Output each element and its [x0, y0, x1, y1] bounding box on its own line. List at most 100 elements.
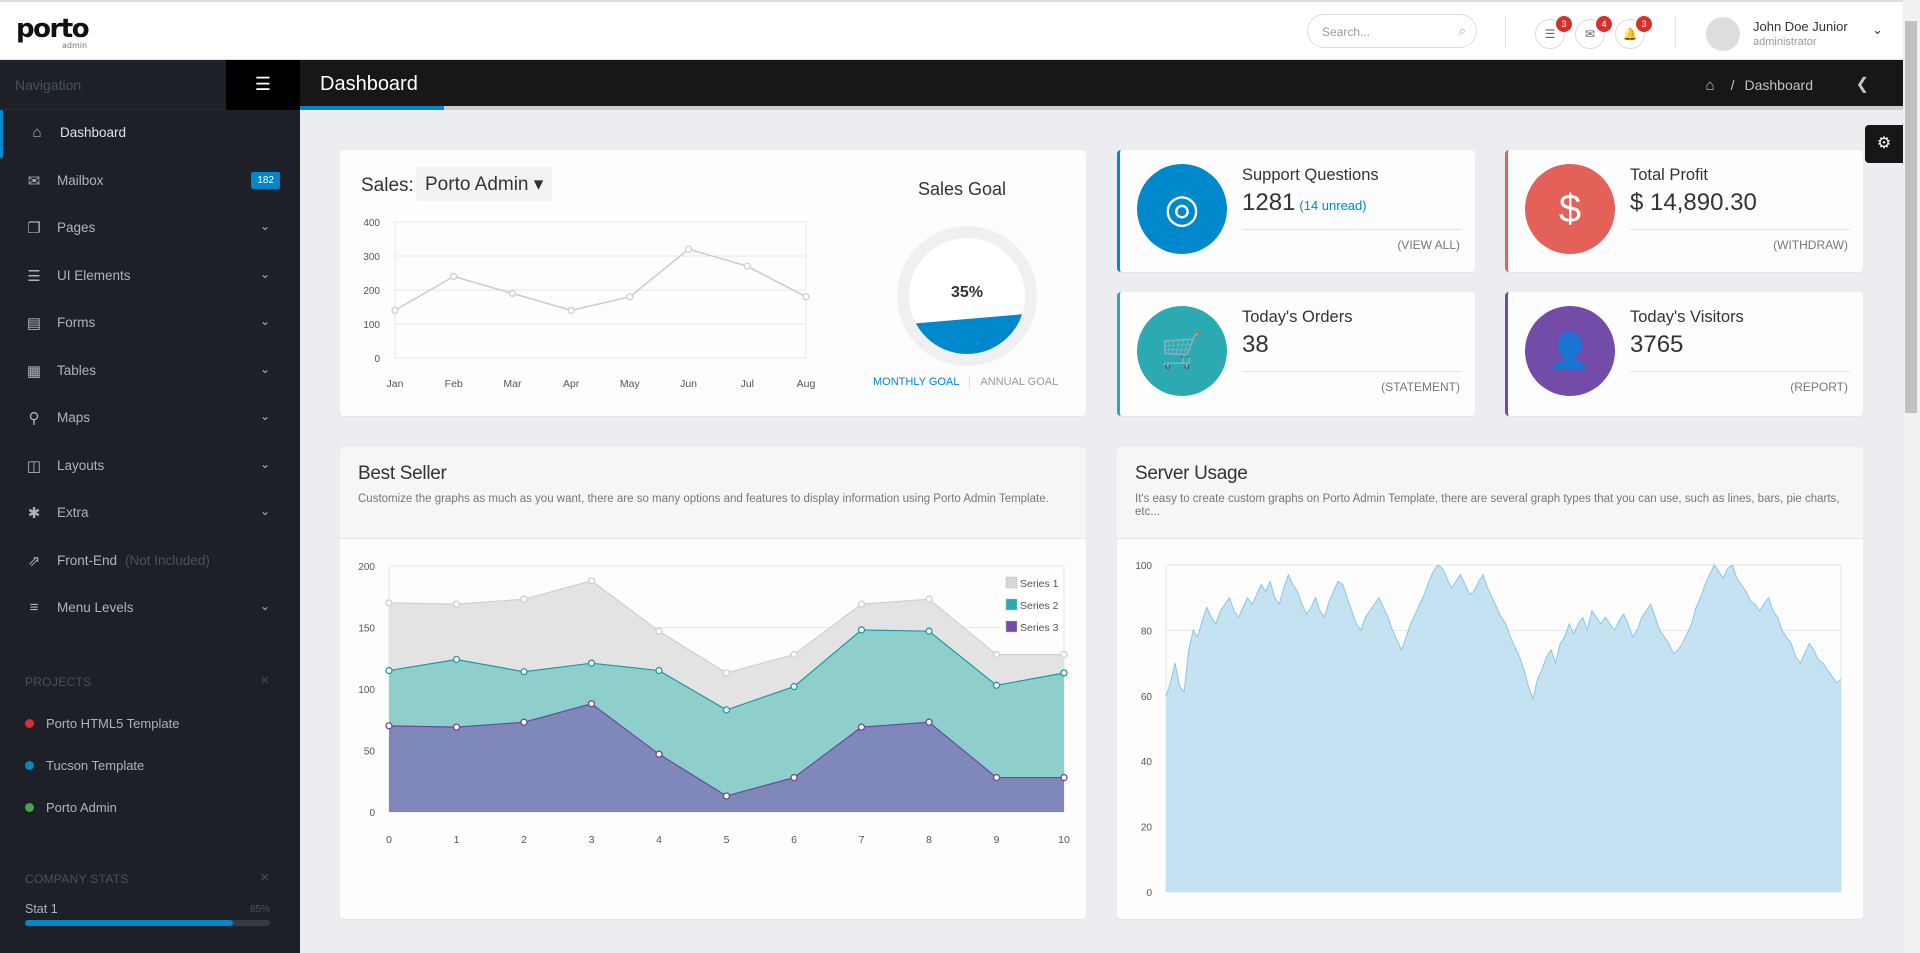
data-point — [790, 682, 798, 691]
sidebar-item-pages[interactable]: ❐ Pages ⌄ — [0, 205, 300, 253]
chevron-left-icon[interactable]: ❮ — [1855, 76, 1869, 93]
view-all-link[interactable]: (VIEW ALL) — [1397, 238, 1460, 252]
gauge-fill — [909, 314, 1025, 354]
series-area — [389, 703, 1064, 812]
series-line — [394, 248, 807, 312]
page-header: Dashboard ⌂ / Dashboard ❮ — [300, 60, 1903, 110]
data-point — [450, 272, 458, 281]
avatar[interactable] — [1706, 17, 1740, 51]
stat-progress-bar — [25, 920, 270, 926]
data-point — [925, 595, 933, 603]
divider — [1242, 229, 1462, 230]
data-point — [655, 627, 663, 635]
sidebar-item-menu-levels[interactable]: ≡ Menu Levels ⌄ — [0, 585, 300, 633]
search-icon[interactable]: ⌕ — [1458, 23, 1466, 38]
data-point — [743, 262, 751, 270]
x-tick-label: Jan — [387, 378, 404, 390]
chevron-down-icon[interactable]: ⌄ — [1872, 22, 1883, 37]
close-icon[interactable]: ✕ — [260, 872, 270, 884]
sidebar-item-maps[interactable]: ⚲ Maps ⌄ — [0, 395, 300, 443]
sidebar-item-layouts[interactable]: ◫ Layouts ⌄ — [0, 443, 300, 491]
table-icon: ▦ — [26, 362, 42, 380]
x-tick-label: 3 — [589, 834, 595, 846]
sidebar-item-label: Layouts — [57, 457, 105, 473]
unread-count[interactable]: (14 unread) — [1299, 198, 1367, 213]
data-point — [722, 706, 731, 714]
envelope-notification-icon[interactable]: ✉ 4 — [1575, 16, 1612, 49]
tab-monthly-goal[interactable]: MONTHLY GOAL — [873, 376, 960, 388]
data-point — [508, 289, 517, 297]
life-ring-icon: ◎ — [1137, 164, 1227, 254]
server-usage-area-chart: 0 20 40 60 80 100 — [1135, 561, 1842, 899]
porto-logo[interactable]: porto admin — [16, 14, 90, 50]
sidebar-item-tables[interactable]: ▦ Tables ⌄ — [0, 348, 300, 396]
search-input[interactable]: Search... ⌕ — [1307, 14, 1477, 48]
project-dot-icon — [25, 719, 34, 728]
project-item[interactable]: Porto HTML5 Template — [25, 716, 179, 731]
tasks-notification-icon[interactable]: ☰ 3 — [1535, 16, 1572, 49]
stat-label: Stat 1 — [25, 902, 58, 916]
data-point — [857, 723, 866, 731]
data-point — [587, 700, 596, 708]
support-questions-widget[interactable]: ◎ Support Questions 1281 (14 unread) (VIE… — [1117, 150, 1475, 272]
panel-title: Server Usage — [1135, 463, 1248, 484]
todays-orders-widget[interactable]: 🛒 Today's Orders 38 (STATEMENT) — [1117, 292, 1475, 416]
sidebar-item-extra[interactable]: ✱ Extra ⌄ — [0, 490, 300, 538]
withdraw-link[interactable]: (WITHDRAW) — [1773, 238, 1848, 252]
sales-line-chart: 0 100 200 300 400 Jan Feb Mar Apr May Jun Jul Aug — [363, 218, 816, 390]
tasks-count-badge: 3 — [1556, 16, 1572, 32]
chevron-down-icon: ⌄ — [259, 361, 270, 376]
close-icon[interactable]: ✕ — [260, 675, 270, 687]
breadcrumb-item[interactable]: Dashboard — [1744, 77, 1814, 93]
data-point — [857, 600, 866, 608]
data-point — [452, 600, 461, 608]
divider — [1505, 16, 1506, 48]
alerts-count-badge: 3 — [1636, 16, 1652, 32]
user-name[interactable]: John Doe Junior — [1753, 19, 1848, 34]
y-tick-label: 100 — [1135, 561, 1152, 572]
sidebar-item-dashboard[interactable]: ⌂ Dashboard — [0, 110, 300, 158]
sidebar-item-ui-elements[interactable]: ☰ UI Elements ⌄ — [0, 253, 300, 301]
project-item[interactable]: Porto Admin — [25, 800, 117, 815]
statement-link[interactable]: (STATEMENT) — [1381, 380, 1460, 394]
todays-visitors-widget[interactable]: 👤 Today's Visitors 3765 (REPORT) — [1505, 292, 1863, 416]
sidebar-item-forms[interactable]: ▤ Forms ⌄ — [0, 300, 300, 348]
total-profit-widget[interactable]: $ Total Profit $ 14,890.30 (WITHDRAW) — [1505, 150, 1863, 272]
home-icon[interactable]: ⌂ — [1705, 77, 1715, 94]
scrollbar-thumb[interactable] — [1905, 21, 1917, 413]
sidebar-item-label: Front-End (Not Included) — [57, 552, 210, 568]
divider — [1242, 371, 1462, 372]
sidebar-item-mailbox[interactable]: ✉ Mailbox 182 — [0, 158, 300, 206]
y-tick-label: 0 — [1146, 888, 1152, 899]
y-tick-label: 60 — [1141, 692, 1153, 703]
tab-annual-goal[interactable]: ANNUAL GOAL — [969, 376, 1059, 388]
sales-select[interactable]: Porto Admin ▾ — [416, 167, 553, 201]
legend-label: Series 2 — [1020, 600, 1059, 612]
align-left-icon: ≡ — [29, 599, 39, 616]
panel-description: It's easy to create custom graphs on Por… — [1135, 493, 1840, 518]
y-tick-label: 40 — [1141, 757, 1153, 768]
project-item[interactable]: Tucson Template — [25, 758, 144, 773]
sidebar-toggle-button[interactable]: ☰ — [226, 60, 300, 110]
x-tick-label: 0 — [386, 834, 392, 846]
y-tick-label: 150 — [358, 624, 375, 635]
settings-gear-icon[interactable]: ⚙ — [1865, 125, 1903, 163]
report-link[interactable]: (REPORT) — [1790, 380, 1848, 394]
panel-header: Server Usage It's easy to create custom … — [1117, 447, 1863, 539]
widget-title: Today's Visitors — [1630, 308, 1744, 326]
sidebar-item-front-end[interactable]: ⇗ Front-End (Not Included) — [0, 538, 300, 586]
sidebar-item-note: (Not Included) — [125, 552, 210, 568]
sales-label: Sales: — [361, 175, 414, 196]
y-tick-label: 0 — [374, 354, 380, 365]
data-point — [385, 722, 393, 730]
x-tick-label: Jun — [680, 378, 697, 390]
x-tick-label: 8 — [926, 834, 932, 846]
chevron-down-icon: ⌄ — [259, 504, 270, 518]
x-tick-label: 10 — [1058, 834, 1070, 846]
x-tick-label: Jul — [741, 378, 754, 390]
x-tick-label: Aug — [797, 378, 816, 390]
bell-notification-icon[interactable]: 🔔 3 — [1615, 16, 1652, 49]
data-point — [925, 718, 933, 726]
data-point — [1060, 669, 1068, 677]
x-tick-label: 4 — [656, 834, 662, 846]
